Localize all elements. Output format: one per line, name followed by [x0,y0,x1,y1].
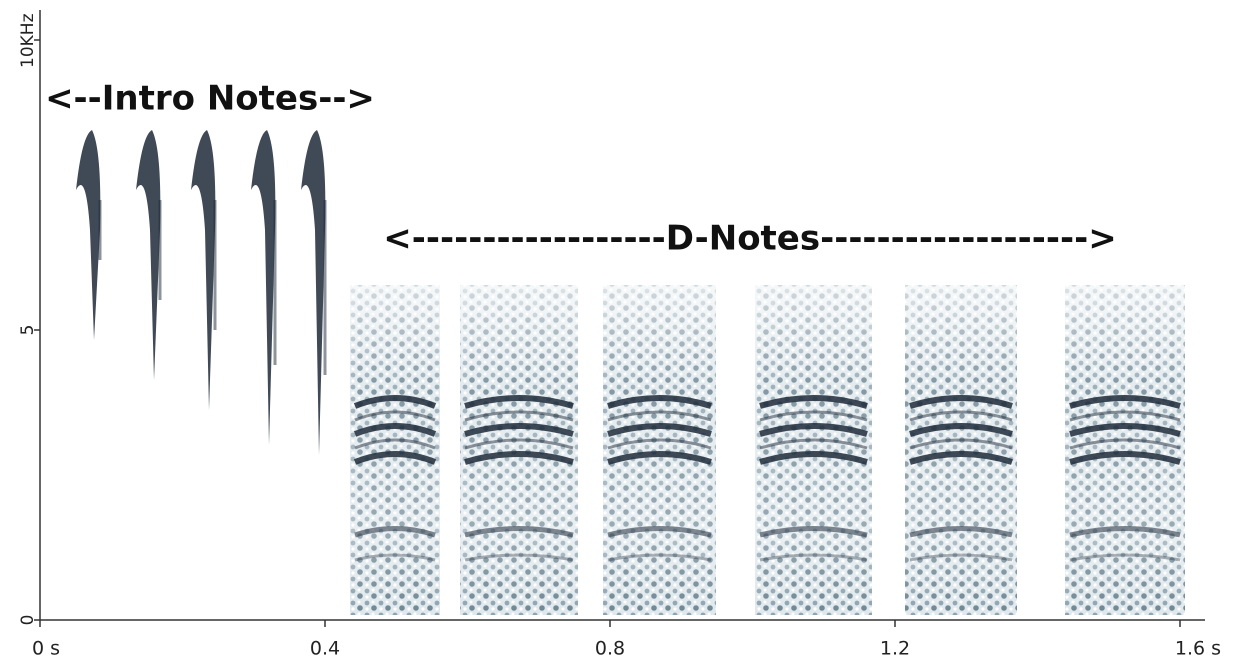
intro-note [191,130,216,410]
harmonic [759,553,868,562]
harmonic [1069,553,1181,562]
harmonic [1069,526,1181,538]
harmonic [464,395,574,409]
y-tick-label: 10KHz [18,13,38,68]
harmonic [607,526,712,538]
harmonic [464,553,574,562]
intro-note [136,130,161,380]
harmonic [353,451,437,465]
harmonic [354,410,436,422]
d-note-fade [603,285,716,615]
harmonic [607,553,712,562]
d-note-fade [1065,285,1185,615]
d-note-fade [755,285,872,615]
harmonic [464,451,574,465]
harmonic [353,423,437,437]
spectrogram-image [76,130,1185,615]
harmonic [909,395,1013,409]
y-tick-label: 5 [18,325,38,336]
harmonic [909,526,1013,538]
harmonic [1069,451,1181,465]
harmonic [1069,410,1181,422]
d-note-fade [350,285,440,615]
harmonic [354,526,436,538]
harmonic [759,438,868,450]
d-note-fade [460,285,578,615]
harmonic [464,410,574,422]
harmonic [607,438,712,450]
annotation: <------------------D-Notes--------------… [383,219,1116,259]
intro-note [301,130,326,455]
harmonic [759,451,868,465]
harmonic [909,451,1013,465]
harmonic [1069,395,1181,409]
x-tick-label: 1.2 [880,638,910,659]
x-tick-label: 0.4 [310,638,340,659]
harmonic [464,423,574,437]
harmonic [909,553,1013,562]
harmonic [909,423,1013,437]
harmonic [464,438,574,450]
harmonic [607,423,712,437]
harmonic [464,526,574,538]
harmonic [354,438,436,450]
harmonic [607,410,712,422]
intro-note [76,130,101,340]
x-tick-label: 0 s [32,638,60,659]
harmonic [607,451,712,465]
harmonic [1069,438,1181,450]
harmonic [353,395,437,409]
harmonic [759,526,868,538]
harmonic [354,553,436,562]
harmonic [759,423,868,437]
harmonic [909,410,1013,422]
harmonic [759,395,868,409]
x-tick-label: 0.8 [595,638,625,659]
annotation: <--Intro Notes--> [45,79,375,119]
harmonic [759,410,868,422]
y-tick-label: 0 [18,615,38,626]
harmonic [607,395,712,409]
x-tick-label: 1.6 s [1175,638,1221,659]
harmonic [909,438,1013,450]
d-note-fade [905,285,1017,615]
harmonic [1069,423,1181,437]
intro-note [251,130,276,445]
